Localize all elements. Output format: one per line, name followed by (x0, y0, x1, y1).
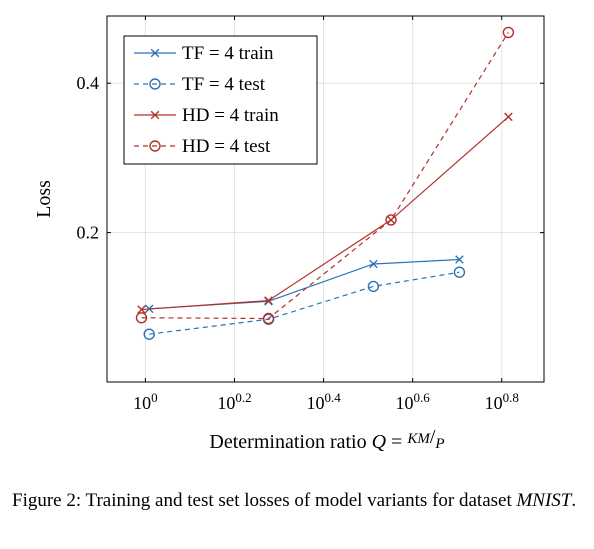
legend: TF = 4 train TF = 4 test HD = 4 train HD = … (123, 35, 318, 165)
y-axis-label: Loss (33, 180, 55, 218)
series-line (149, 271, 460, 335)
x-axis-label: Determination ratio Q = KM/P (209, 426, 444, 453)
legend-entry-label: TF = 4 train (182, 43, 274, 64)
data-point (369, 259, 378, 269)
data-point (143, 328, 155, 340)
legend-entry-label: HD = 4 test (182, 136, 271, 157)
legend-swatch-marker (149, 140, 161, 152)
series-line (141, 116, 509, 311)
legend-swatch-marker (150, 48, 160, 58)
series-line (141, 32, 509, 320)
legend-entry-label: HD = 4 train (182, 105, 279, 126)
axis-ticks: 100 100.2 100.4 100.6 100.8 0.2 0.4 (77, 16, 544, 413)
x-tick-label: 100.8 (485, 390, 519, 413)
series-1 (143, 266, 466, 340)
data-point (385, 214, 397, 226)
data-point (367, 280, 380, 293)
loss-chart: 100 100.2 100.4 100.6 100.8 0.2 0.4 TF = 4 tra… (33, 15, 545, 453)
data-point (453, 266, 466, 278)
series-3 (135, 26, 515, 325)
series-2 (137, 112, 513, 314)
x-tick-label: 100.6 (396, 390, 431, 413)
data-point (502, 26, 515, 39)
x-tick-label: 100.2 (217, 390, 251, 413)
x-tick-label: 100 (133, 390, 158, 413)
series-0 (144, 255, 464, 314)
data-point (262, 312, 275, 325)
legend-box (123, 35, 318, 165)
data-point (135, 312, 148, 324)
y-tick-label: 0.4 (77, 73, 100, 93)
data-point (504, 112, 513, 122)
caption-text: Figure 2: Training and test set losses o… (12, 490, 517, 511)
caption-dataset: MNIST (516, 490, 572, 511)
data-point (137, 305, 146, 314)
data-point (455, 255, 464, 264)
legend-swatch-marker (149, 78, 161, 90)
data-point (264, 296, 273, 305)
legend-entry-label: TF = 4 test (182, 74, 266, 95)
legend-swatch-marker (150, 110, 160, 120)
caption-suffix: . (571, 490, 577, 511)
series-layer (135, 26, 515, 340)
x-tick-label: 100.4 (306, 390, 341, 413)
figure-caption: Figure 2: Training and test set losses o… (12, 489, 582, 513)
x-axis-label-text: Determination ratio Q = KM/P (209, 426, 444, 453)
plot-frame (106, 15, 545, 383)
y-tick-label: 0.2 (77, 223, 100, 243)
